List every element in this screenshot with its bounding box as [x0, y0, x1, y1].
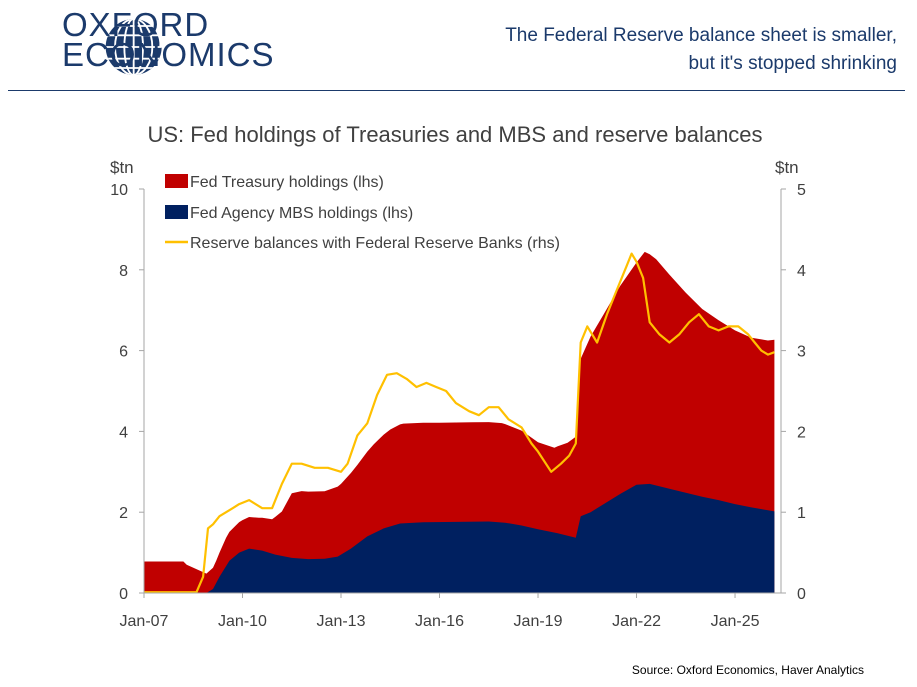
legend-swatch-2 [165, 205, 188, 219]
y-tick-label-left: 0 [119, 586, 128, 603]
axes: 0 2 4 6 8 10 0 1 2 3 4 5 Jan-07 Jan-10 Jan-13 Jan-16 Jan… [110, 182, 806, 630]
logo-globe-icon [105, 16, 165, 75]
chart-title: US: Fed holdings of Treasuries and MBS a… [147, 122, 762, 147]
x-tick-label: Jan-07 [120, 613, 169, 630]
x-tick-label: Jan-13 [317, 613, 366, 630]
legend-label-2: Fed Agency MBS holdings (lhs) [190, 205, 413, 222]
y-tick-label-right: 2 [797, 424, 806, 441]
y-tick-label-right: 5 [797, 182, 806, 199]
legend-label-3: Reserve balances with Federal Reserve Ba… [190, 235, 560, 252]
header-divider [8, 90, 905, 91]
y-tick-label-right: 3 [797, 344, 806, 361]
x-tick-label: Jan-22 [612, 613, 661, 630]
mbs-area [144, 483, 775, 593]
y-axis-left-label: $tn [110, 158, 134, 177]
y-tick-label-left: 8 [119, 263, 128, 280]
legend-label-1: Fed Treasury holdings (lhs) [190, 174, 384, 191]
source-note: Source: Oxford Economics, Haver Analytic… [631, 663, 864, 677]
y-tick-label-right: 1 [797, 505, 806, 522]
x-tick-label: Jan-16 [415, 613, 464, 630]
y-tick-label-left: 6 [119, 344, 128, 361]
y-tick-label-left: 10 [110, 182, 128, 199]
x-tick-label: Jan-25 [711, 613, 760, 630]
logo-line-1: OXFORD [62, 6, 210, 43]
y-tick-label-left: 2 [119, 505, 128, 522]
plot-lines [144, 252, 775, 594]
logo-wordmark: OXFORD ECONOMICS [62, 6, 275, 73]
x-tick-label: Jan-10 [218, 613, 267, 630]
legend: Fed Treasury holdings (lhs) Fed Agency MB… [165, 174, 560, 252]
logo-line-2: ECONOMICS [62, 36, 275, 73]
y-axis-right-label: $tn [775, 158, 799, 177]
y-tick-label-right: 0 [797, 586, 806, 603]
y-tick-label-right: 4 [797, 263, 806, 280]
x-tick-label: Jan-19 [514, 613, 563, 630]
plot-areas [144, 251, 775, 593]
page-headline: The Federal Reserve balance sheet is sma… [505, 25, 897, 74]
legend-swatch-1 [165, 174, 188, 188]
reserves-line [144, 252, 775, 594]
y-tick-label-left: 4 [119, 424, 128, 441]
